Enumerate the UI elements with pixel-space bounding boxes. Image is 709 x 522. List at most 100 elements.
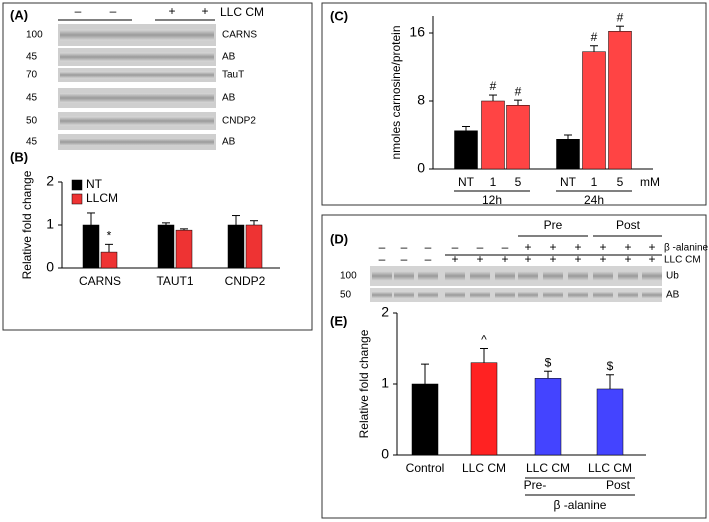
treatment-sign: – [401, 240, 408, 254]
blot-band [518, 271, 538, 281]
bar [596, 388, 624, 456]
x-tick-label: LLC CM [588, 461, 632, 475]
y-axis-label: nmoles carnosine/protein [389, 25, 403, 159]
blot-band [394, 291, 414, 299]
blot-band [593, 271, 613, 281]
blot-band [568, 271, 588, 281]
treatment-sign: – [401, 252, 408, 266]
blot-band [60, 29, 214, 41]
x-tick-label: CNDP2 [225, 274, 266, 288]
y-tick-label: 0 [381, 446, 389, 462]
treatment-sign: + [574, 240, 581, 254]
y-tick-label: 0 [46, 259, 54, 275]
bar [582, 51, 606, 170]
blot-band [618, 271, 638, 281]
annotation: # [617, 10, 624, 24]
y-tick-label: 16 [409, 24, 425, 40]
group-label: 12h [482, 193, 502, 207]
panel-box [2, 2, 313, 331]
x-tick-label: CARNS [79, 274, 121, 288]
bar [157, 224, 175, 269]
blot-strip [370, 266, 662, 286]
panel-label: (E) [330, 313, 347, 328]
x-tick-label: LLC CM [526, 461, 570, 475]
molecular-weight: 100 [26, 30, 43, 41]
molecular-weight: 50 [26, 116, 38, 127]
treatment-sign: + [648, 240, 655, 254]
molecular-weight: 45 [26, 137, 38, 148]
blot-band [642, 271, 662, 281]
blot-band [518, 291, 538, 299]
bar [175, 229, 193, 269]
blot-band [418, 291, 438, 299]
blot-band [543, 291, 563, 299]
blot-band [445, 271, 465, 281]
row-label: β -alanine [664, 243, 709, 254]
blot-band [543, 271, 563, 281]
panel-label: (A) [10, 7, 28, 22]
legend-label: NT [86, 177, 103, 191]
molecular-weight: 45 [26, 52, 38, 63]
row-label: LLC CM [664, 255, 701, 266]
treatment-sign: + [624, 252, 631, 266]
legend-swatch [71, 179, 83, 191]
blot-band [470, 291, 490, 299]
panel-label: (C) [330, 8, 348, 23]
y-tick-label: 8 [417, 92, 425, 108]
band-name: AB [222, 52, 236, 63]
treatment-sign: + [476, 252, 483, 266]
blot-band [60, 93, 214, 103]
x-tick-label: 1 [490, 175, 497, 189]
x-tick-label: NT [458, 175, 475, 189]
x-tick-label: Control [406, 461, 445, 475]
bar [100, 251, 118, 269]
panel-label: (D) [330, 231, 348, 246]
treatment-sign: – [452, 240, 459, 254]
molecular-weight: 50 [340, 290, 352, 301]
treatment-sign: – [379, 252, 386, 266]
treatment-sign: + [168, 4, 175, 18]
y-axis-label: Relative fold change [357, 329, 371, 438]
molecular-weight: 45 [26, 93, 38, 104]
x-tick-label: 5 [617, 175, 624, 189]
treatment-sign: – [425, 240, 432, 254]
blot-band [60, 71, 214, 79]
legend-swatch [71, 193, 83, 205]
blot-band [470, 271, 490, 281]
y-tick-label: 0 [417, 160, 425, 176]
blot-band [372, 271, 392, 281]
molecular-weight: 70 [26, 70, 38, 81]
bar [608, 31, 632, 170]
x-tick-label: 1 [591, 175, 598, 189]
treatment-sign: – [425, 252, 432, 266]
bar [481, 100, 505, 170]
annotation: # [490, 79, 497, 93]
treatment-sign: + [549, 240, 556, 254]
treatment-sign: – [477, 240, 484, 254]
unit-label: mM [640, 175, 660, 189]
panel-label: (B) [10, 149, 28, 164]
band-name: CARNS [222, 30, 257, 41]
annotation: # [591, 30, 598, 44]
annotation: $ [545, 355, 552, 369]
bar [411, 383, 439, 456]
blot-band [618, 291, 638, 299]
treatment-sign: + [574, 252, 581, 266]
treatment-sign: + [624, 240, 631, 254]
band-name: AB [222, 137, 236, 148]
y-tick-label: 1 [46, 216, 54, 232]
bar [556, 139, 580, 170]
x-tick-label: LLC CM [462, 461, 506, 475]
bar [506, 105, 530, 170]
blot-band [60, 116, 214, 126]
band-name: AB [666, 290, 680, 301]
treatment-label: LLC CM [220, 5, 264, 19]
bar [245, 224, 263, 269]
treatment-sign: – [502, 240, 509, 254]
panel-box [321, 214, 707, 519]
blot-band [593, 291, 613, 299]
treatment-sign: + [549, 252, 556, 266]
blot-band [60, 138, 214, 146]
treatment-sign: + [451, 252, 458, 266]
y-tick-label: 2 [381, 304, 389, 320]
